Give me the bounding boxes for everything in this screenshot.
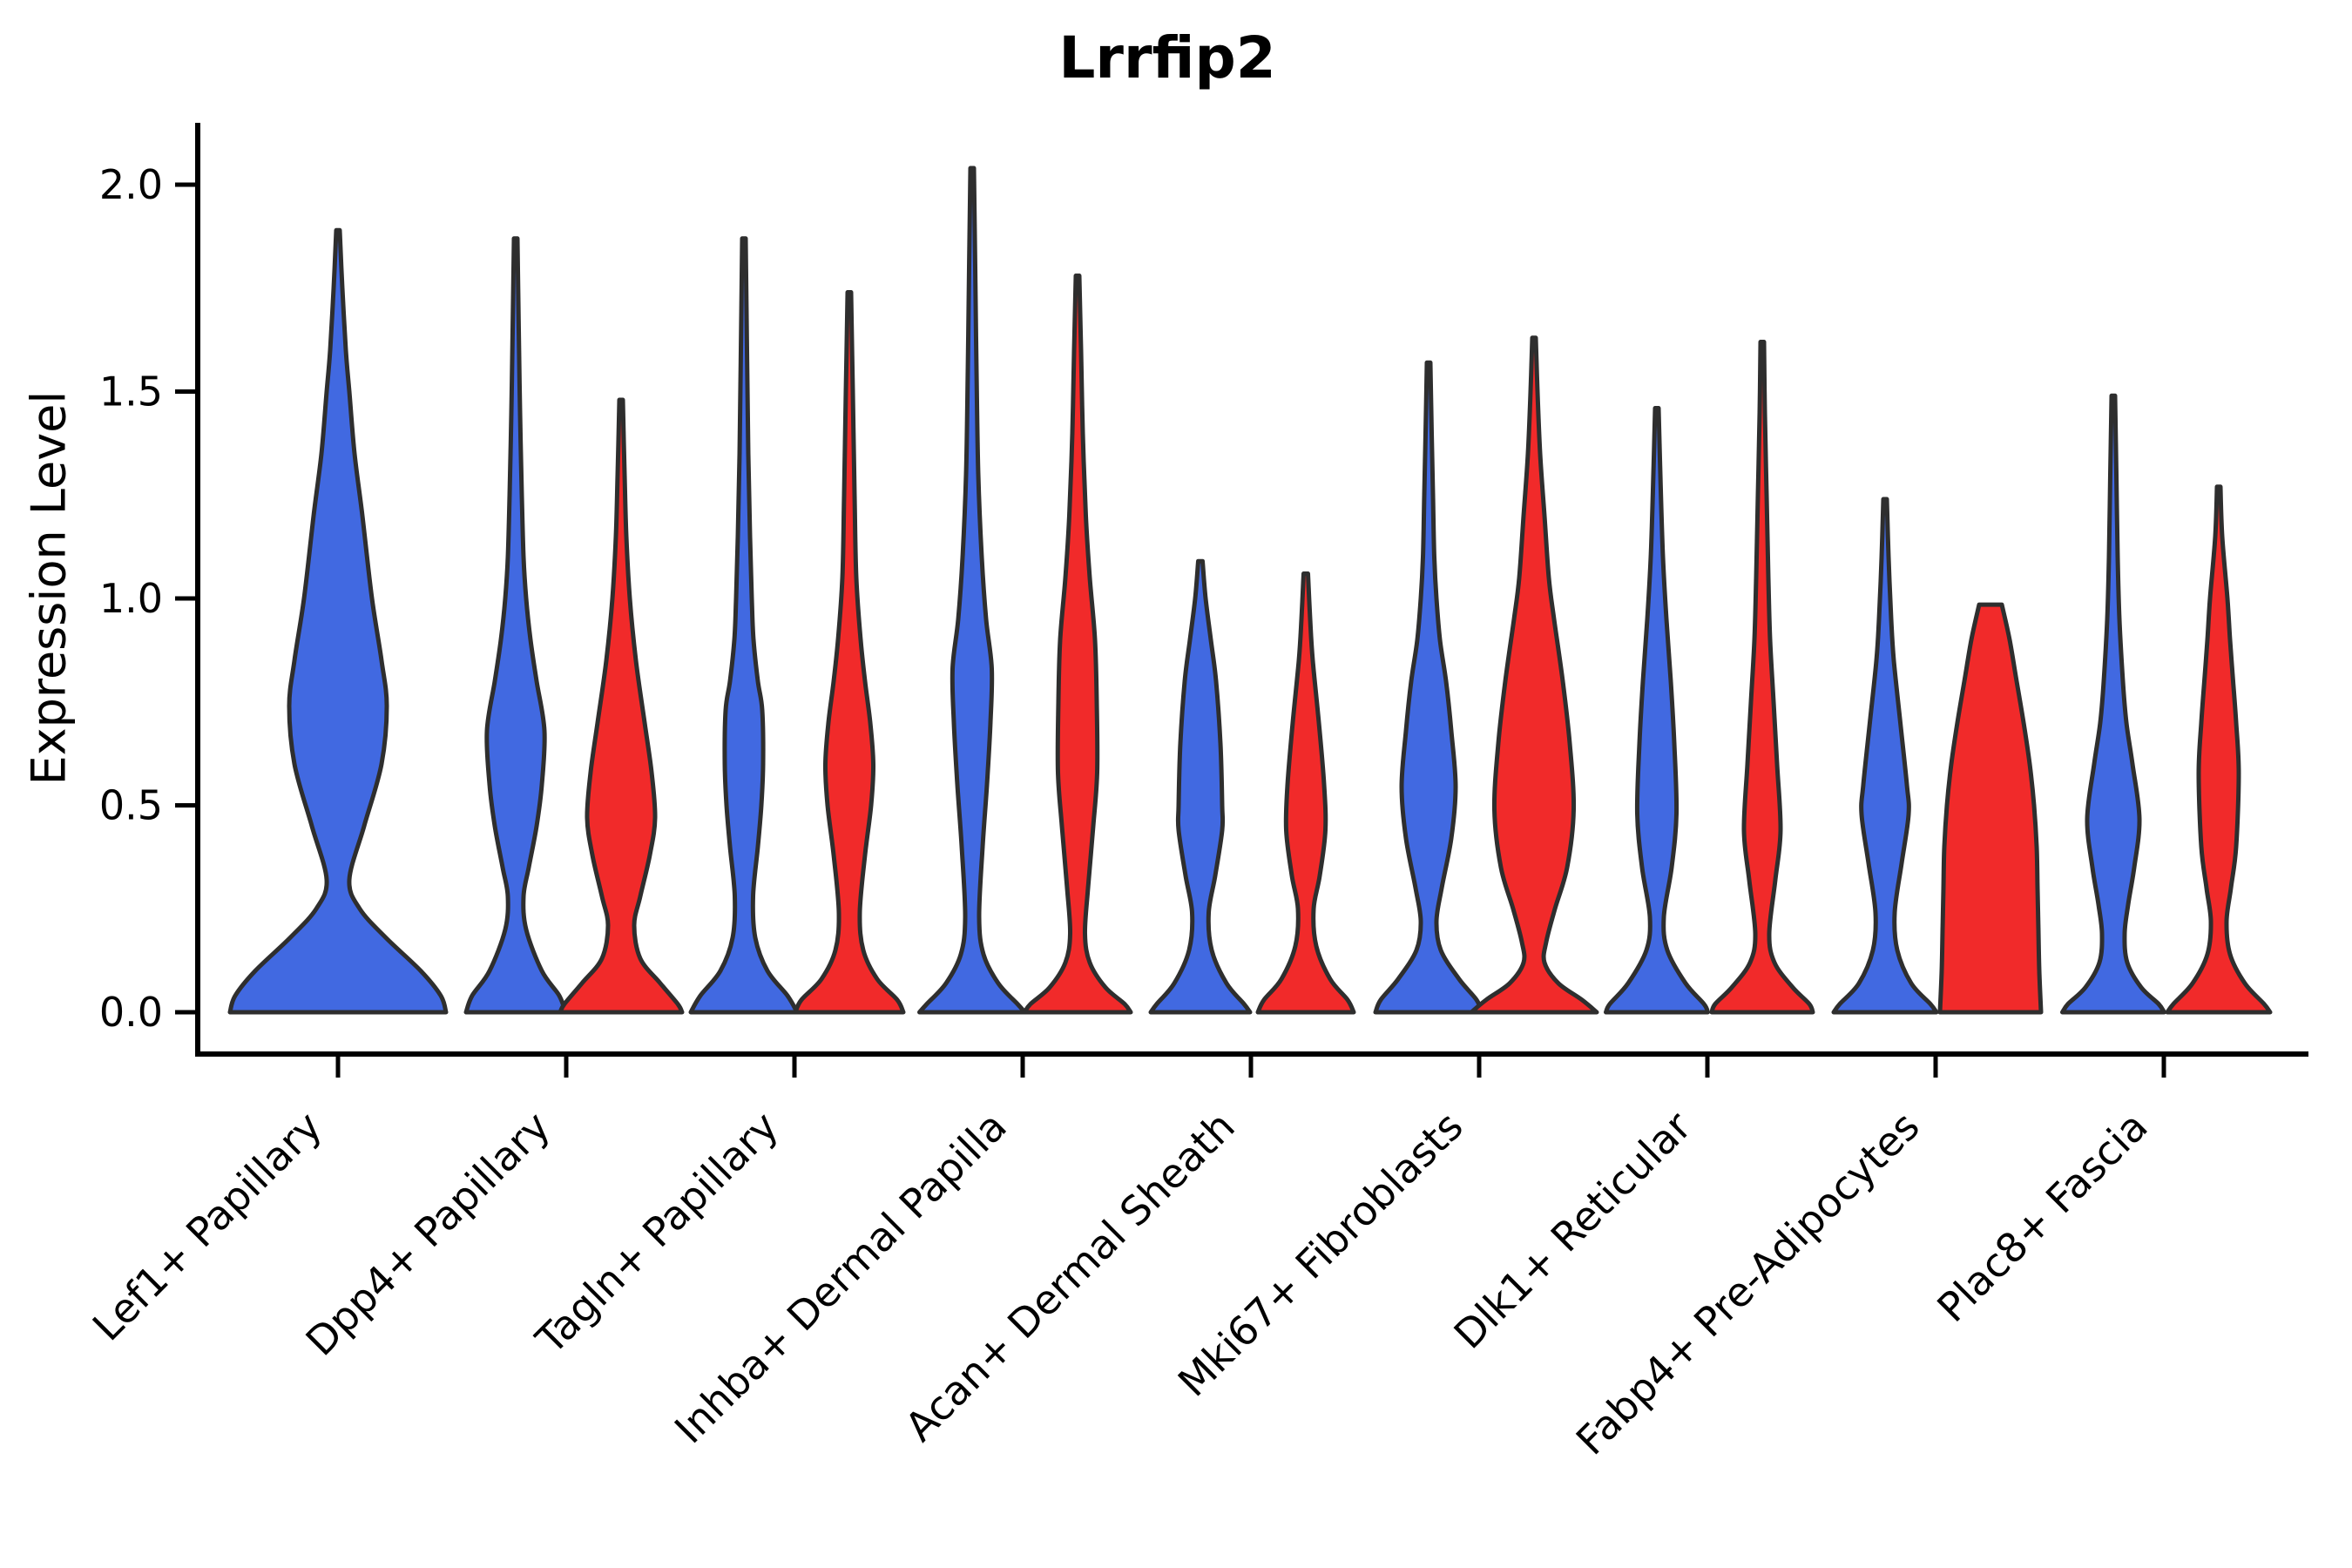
violin-red-fabp4 [1937, 602, 2044, 1015]
violin-red-plac8 [2165, 484, 2273, 1015]
x-tick-label: Lef1+ Papillary [84, 1103, 331, 1350]
violin-blue-fabp4 [1831, 497, 1939, 1015]
x-tick-label: Dpp4+ Papillary [297, 1103, 559, 1365]
y-tick-label: 0.5 [99, 782, 163, 829]
x-tick-label: Plac8+ Fascia [1928, 1103, 2156, 1331]
violin-red-inhba [1022, 274, 1133, 1015]
y-tick-label: 1.0 [99, 575, 163, 622]
x-tick-label: Tagln+ Papillary [526, 1103, 787, 1364]
violin-blue-plac8 [2060, 393, 2166, 1015]
violin-red-dpp4 [558, 397, 685, 1015]
violin-red-tagln [793, 290, 906, 1015]
y-tick-label: 1.5 [99, 368, 163, 416]
violin-blue-dlk1 [1604, 406, 1710, 1015]
y-tick-label: 2.0 [99, 161, 163, 208]
violin-blue-mki67 [1373, 360, 1484, 1015]
violin-red-acan [1255, 571, 1356, 1015]
violin-blue-acan [1148, 558, 1253, 1015]
y-tick-label: 0.0 [99, 989, 163, 1036]
x-tick-label: Dlk1+ Reticular [1445, 1103, 1700, 1358]
violin-blue-inhba [917, 166, 1027, 1015]
violin-blue-tagln [688, 236, 800, 1015]
violin-blue-dpp4 [463, 236, 568, 1015]
violin-red-dlk1 [1709, 340, 1815, 1015]
plot-title: Lrrfip2 [1058, 24, 1276, 91]
violin-red-mki67 [1469, 335, 1599, 1015]
violin-blue-lef1 [227, 227, 449, 1015]
